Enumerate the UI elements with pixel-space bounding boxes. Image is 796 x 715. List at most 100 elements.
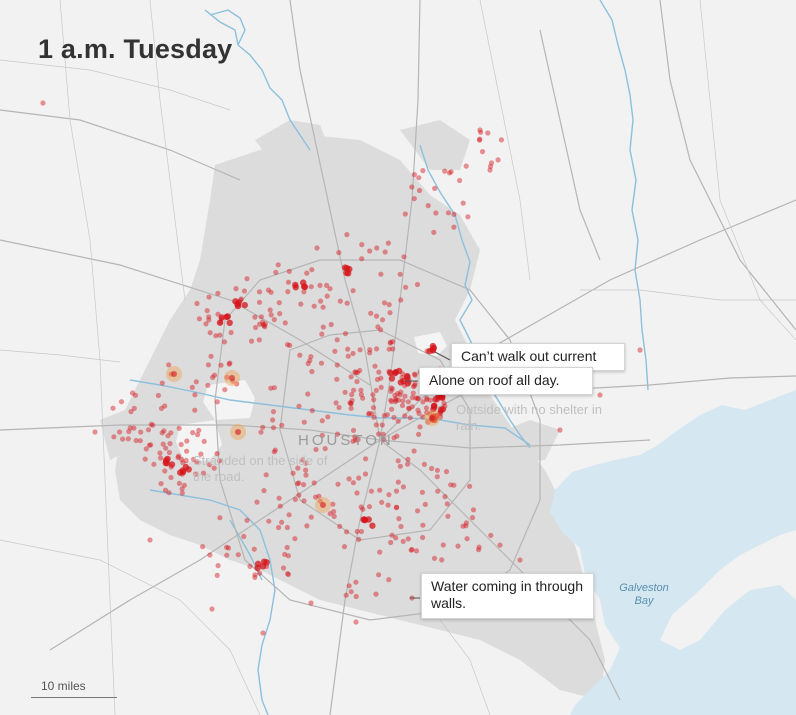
- rescue-dot: [358, 528, 365, 535]
- rescue-dot: [273, 269, 279, 275]
- rescue-dot: [304, 523, 310, 529]
- rescue-dot: [385, 502, 391, 508]
- rescue-dot: [395, 418, 401, 424]
- rescue-dot: [303, 467, 309, 473]
- rescue-dot: [311, 480, 317, 486]
- rescue-dot: [366, 504, 373, 510]
- rescue-dot: [336, 250, 342, 256]
- rescue-dot: [162, 487, 169, 493]
- rescue-dot: [292, 284, 299, 291]
- rescue-dot: [476, 547, 482, 553]
- rescue-dot: [444, 501, 450, 507]
- rescue-dot: [309, 267, 315, 273]
- rescue-dot: [389, 386, 395, 392]
- rescue-dot: [349, 397, 355, 403]
- rescue-dot: [337, 298, 343, 304]
- rescue-dot: [276, 495, 282, 501]
- rescue-dot: [374, 346, 380, 352]
- rescue-dot: [228, 329, 234, 336]
- rescue-dot: [431, 555, 438, 561]
- rescue-dot: [402, 211, 408, 217]
- rescue-dot: [285, 571, 291, 577]
- urban-area: [100, 120, 605, 700]
- rescue-dot: [405, 456, 411, 462]
- rescue-dot: [385, 240, 391, 246]
- rescue-dot: [369, 522, 376, 529]
- rescue-dot: [247, 563, 253, 570]
- rescue-dot: [388, 397, 394, 403]
- rescue-dot: [350, 438, 356, 444]
- rescue-dot: [416, 175, 422, 181]
- rescue-dot: [138, 429, 144, 435]
- rescue-dot: [196, 427, 202, 433]
- rescue-dot: [277, 503, 283, 509]
- rescue-dot: [431, 403, 438, 410]
- rescue-dot: [463, 163, 469, 169]
- rescue-dot: [262, 324, 268, 330]
- rescue-dot: [423, 405, 429, 411]
- rescue-dot: [271, 385, 277, 391]
- rescue-dot: [399, 402, 406, 409]
- rescue-dot: [301, 498, 307, 504]
- rescue-dot: [159, 430, 165, 436]
- rescue-dot: [248, 338, 255, 344]
- rescue-dot: [207, 330, 213, 336]
- rescue-dot: [229, 375, 235, 381]
- rescue-dot: [409, 184, 415, 190]
- rescue-dot: [451, 211, 457, 217]
- rescue-dot: [279, 519, 285, 525]
- rescue-dot: [378, 271, 384, 277]
- rescue-dot: [125, 436, 131, 442]
- rescue-dot: [298, 301, 304, 307]
- rescue-dot: [261, 488, 267, 494]
- rescue-dot: [272, 447, 278, 453]
- rescue-dot: [309, 408, 315, 414]
- rescue-dot: [313, 446, 319, 453]
- rescue-dot: [215, 563, 221, 569]
- rescue-dot: [179, 490, 185, 496]
- rescue-dot: [211, 372, 218, 378]
- rescue-dot: [488, 532, 494, 539]
- rescue-dot: [235, 429, 241, 435]
- rescue-dot: [300, 279, 307, 286]
- rescue-dot: [211, 465, 217, 471]
- rescue-dot: [411, 371, 418, 377]
- rescue-dot: [448, 482, 454, 488]
- rescue-dot: [386, 302, 392, 308]
- rescue-dot: [110, 405, 116, 411]
- rescue-dot: [557, 427, 563, 433]
- rescue-dot: [374, 376, 381, 383]
- rescue-dot: [308, 600, 314, 606]
- rescue-dot: [388, 388, 394, 394]
- rescue-dot: [305, 391, 311, 397]
- rescue-dot: [244, 276, 250, 282]
- rescue-dot: [254, 499, 260, 505]
- rescue-dot: [320, 324, 326, 330]
- rescue-dot: [190, 456, 197, 462]
- rescue-dot: [361, 517, 369, 524]
- rescue-dot: [132, 392, 139, 398]
- rescue-dot: [317, 282, 323, 288]
- rescue-dot: [352, 434, 358, 440]
- rescue-dot: [218, 362, 224, 368]
- rescue-dot: [314, 245, 320, 251]
- map-title: 1 a.m. Tuesday: [38, 34, 233, 64]
- rescue-dot: [348, 400, 354, 406]
- rescue-dot: [374, 245, 380, 251]
- rescue-dot: [221, 339, 228, 345]
- rescue-dot: [357, 367, 363, 374]
- rescue-dot: [381, 300, 388, 306]
- rescue-dot: [366, 410, 372, 416]
- rescue-dot: [258, 429, 264, 435]
- rescue-dot: [443, 469, 450, 475]
- rescue-dot: [350, 427, 357, 433]
- rescue-dot: [131, 405, 137, 411]
- rescue-dot: [393, 488, 400, 494]
- rescue-dot: [376, 431, 382, 437]
- rescue-dot: [117, 429, 123, 435]
- rescue-dot: [324, 282, 330, 288]
- rescue-dot: [318, 360, 325, 366]
- rescue-dot: [215, 290, 221, 296]
- rescue-dot: [477, 136, 483, 142]
